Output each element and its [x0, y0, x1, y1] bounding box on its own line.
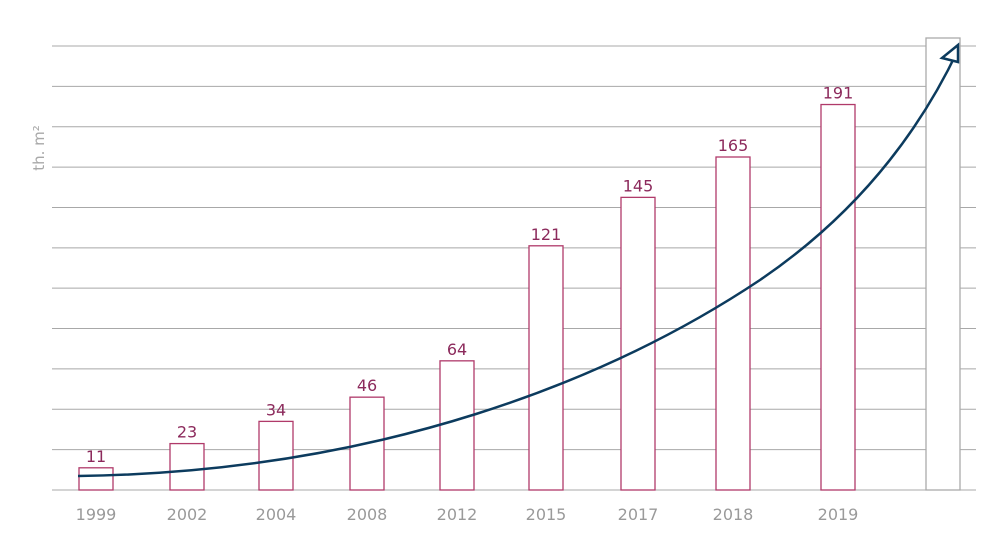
value-label: 23 [177, 423, 197, 442]
trend-arrow [77, 42, 960, 478]
x-tick-label: 2018 [713, 505, 754, 524]
value-label: 11 [86, 447, 106, 466]
bars [78, 37, 961, 491]
value-label: 64 [447, 340, 467, 359]
arrow-head [939, 42, 960, 64]
x-tick-label: 1999 [76, 505, 117, 524]
x-tick-label: 2004 [256, 505, 297, 524]
x-tick-label: 2002 [167, 505, 208, 524]
future-bar [925, 37, 961, 491]
bar [258, 420, 294, 491]
value-label: 191 [823, 84, 854, 103]
x-tick-label: 2008 [347, 505, 388, 524]
trend-curve [77, 49, 960, 478]
x-tick-label: 2019 [818, 505, 859, 524]
value-label: 165 [718, 136, 749, 155]
bar [169, 442, 205, 491]
y-axis-label: th. m² [30, 125, 48, 171]
bar [820, 103, 856, 491]
x-tick-label: 2012 [437, 505, 478, 524]
value-label: 46 [357, 376, 377, 395]
bar [439, 360, 475, 491]
labels: 11 1999 23 2002 34 2004 46 2008 64 2012 121 2015 145… [76, 84, 859, 524]
bar [528, 245, 564, 491]
x-tick-label: 2015 [526, 505, 567, 524]
x-tick-label: 2017 [618, 505, 659, 524]
value-label: 145 [623, 176, 654, 195]
bar [715, 156, 751, 491]
value-label: 121 [531, 225, 562, 244]
bar [78, 467, 114, 491]
value-label: 34 [266, 400, 286, 419]
